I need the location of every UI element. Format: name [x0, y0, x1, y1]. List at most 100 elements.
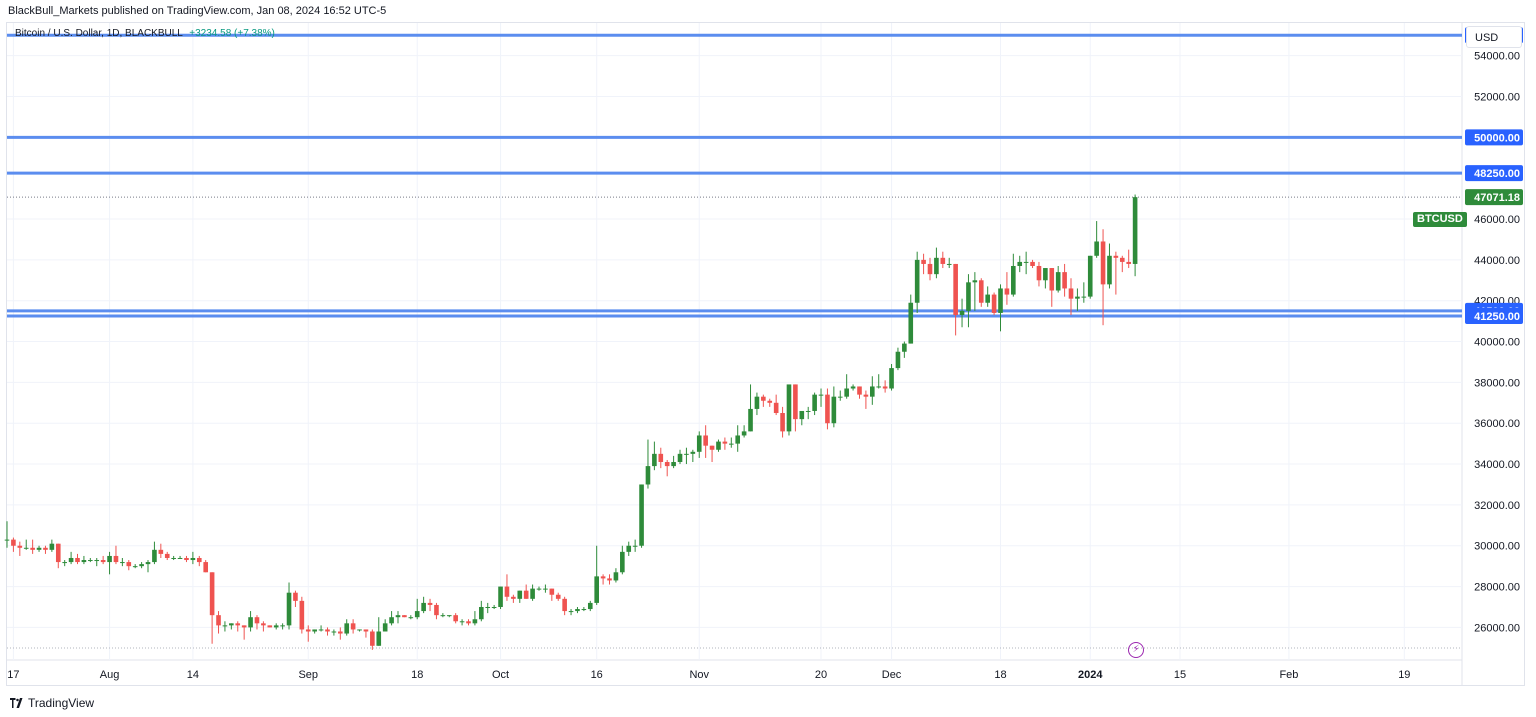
candle-body — [934, 257, 939, 275]
y-tick-label: 46000.00 — [1474, 214, 1520, 226]
candle-body — [946, 263, 952, 265]
candle-body — [741, 431, 747, 436]
x-tick-label: Dec — [882, 669, 902, 681]
level-price-label: 41250.00 — [1474, 311, 1520, 323]
candle-body — [466, 621, 471, 624]
tradingview-brand[interactable]: TradingView — [10, 696, 94, 710]
candle-body — [427, 602, 433, 605]
candle-body — [1062, 272, 1067, 289]
y-tick-label: 52000.00 — [1474, 92, 1520, 104]
candle-body — [414, 611, 420, 618]
candle-body — [1100, 241, 1106, 285]
candle-body — [164, 553, 170, 558]
candle-body — [498, 586, 503, 607]
y-tick-label: 38000.00 — [1474, 377, 1520, 389]
y-tick-label: 26000.00 — [1474, 622, 1520, 634]
y-tick-label: 34000.00 — [1474, 459, 1520, 471]
last-price-label: 47071.18 — [1474, 192, 1520, 204]
x-tick-label: 18 — [994, 669, 1006, 681]
candle-body — [1094, 241, 1099, 256]
candle-body — [799, 410, 805, 420]
candle-body — [312, 629, 317, 632]
candle-body — [825, 394, 830, 424]
candle-body — [479, 606, 484, 620]
candle-body — [286, 592, 292, 626]
level-price-label-bg — [1465, 129, 1523, 146]
candle-body — [75, 557, 80, 563]
candle-body — [1126, 261, 1132, 264]
candle-body — [985, 294, 990, 303]
candle-body — [703, 435, 708, 446]
chart-frame — [6, 22, 1525, 686]
candle-body — [728, 443, 734, 445]
candle-body — [908, 302, 914, 344]
candle-body — [485, 606, 491, 608]
x-tick-label: Aug — [100, 669, 120, 681]
candle-body — [408, 617, 414, 619]
candle-body — [132, 566, 138, 568]
x-tick-label: 18 — [411, 669, 423, 681]
x-tick-label: 16 — [591, 669, 603, 681]
candle-body — [139, 564, 144, 567]
candle-body — [472, 619, 478, 624]
candle-body — [331, 631, 337, 633]
candle-body — [267, 625, 273, 628]
candle-body — [504, 586, 510, 597]
candle-body — [62, 562, 67, 564]
candle-body — [523, 590, 529, 599]
x-tick-label: Sep — [298, 669, 318, 681]
candle-body — [145, 562, 151, 565]
candle-body — [978, 280, 984, 303]
candle-body — [850, 386, 856, 389]
candle-body — [786, 384, 792, 432]
candle-body — [434, 604, 439, 616]
candle-body — [696, 435, 702, 452]
x-tick-label: Nov — [689, 669, 709, 681]
candle-body — [229, 623, 234, 626]
candle-body — [773, 402, 779, 414]
candle-body — [1036, 265, 1042, 281]
x-tick-label: Feb — [1279, 669, 1298, 681]
candle-body — [55, 543, 61, 563]
candle-body — [805, 410, 811, 412]
candle-body — [645, 466, 651, 485]
candle-body — [555, 594, 561, 599]
events-bolt-icon[interactable]: ⚡ — [1128, 642, 1144, 658]
candle-body — [671, 462, 676, 467]
candle-body — [1075, 296, 1080, 299]
candle-body — [453, 615, 458, 622]
candle-body — [382, 623, 388, 632]
candle-body — [690, 451, 696, 454]
candle-body — [870, 386, 875, 397]
candle-body — [722, 441, 728, 444]
candle-body — [863, 394, 869, 397]
symbol-title: Bitcoin / U.S. Dollar, 1D, BLACKBULL — [15, 28, 183, 39]
candle-body — [421, 602, 426, 612]
last-price-label-bg — [1465, 189, 1523, 206]
candle-body — [389, 617, 394, 624]
candle-body — [1119, 257, 1125, 262]
y-tick-label: 40000.00 — [1474, 337, 1520, 349]
candle-body — [607, 578, 612, 581]
tradingview-logo-icon — [10, 698, 23, 708]
y-tick-label: 30000.00 — [1474, 541, 1520, 553]
candle-body — [184, 557, 189, 561]
candle-body — [1068, 288, 1074, 299]
candle-body — [536, 588, 542, 590]
candle-body — [171, 557, 176, 559]
candle-body — [216, 615, 221, 626]
candle-body — [882, 386, 888, 389]
candle-body — [543, 588, 548, 590]
candle-body — [831, 396, 837, 424]
candle-body — [248, 617, 253, 628]
candle-body — [818, 394, 824, 396]
candle-body — [30, 547, 35, 550]
candle-body — [305, 629, 311, 632]
currency-selector[interactable]: USD — [1466, 26, 1522, 48]
candle-body — [1087, 255, 1093, 297]
publish-header: BlackBull_Markets published on TradingVi… — [8, 5, 387, 17]
candle-body — [664, 462, 670, 467]
candle-body — [17, 545, 23, 548]
level-price-label: 48250.00 — [1474, 168, 1520, 180]
